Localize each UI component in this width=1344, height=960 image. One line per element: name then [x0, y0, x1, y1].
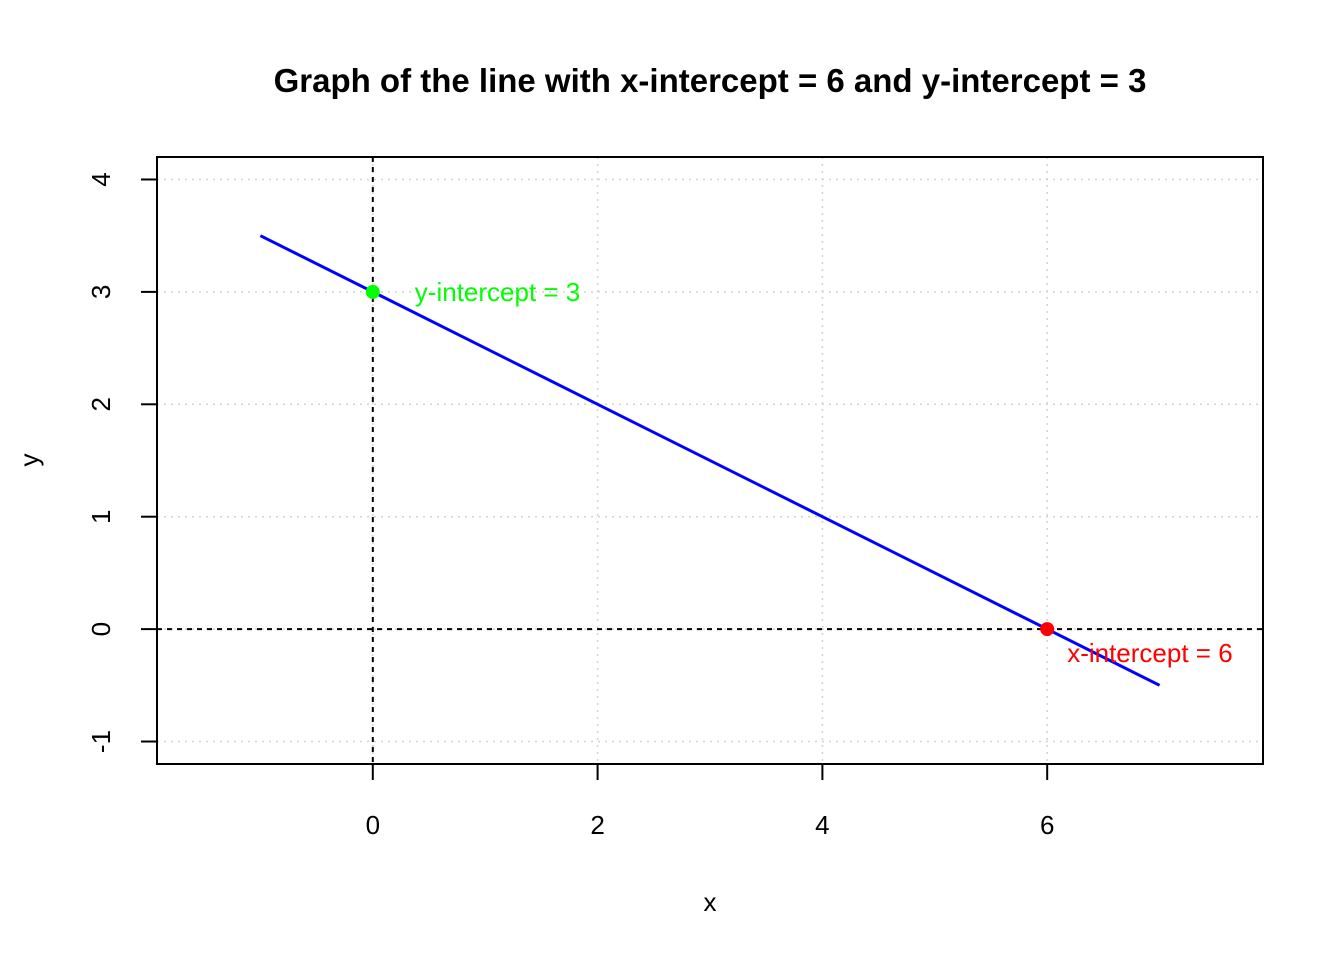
x-tick-label: 4 [815, 810, 829, 840]
y-axis-label: y [14, 454, 44, 467]
x-intercept-label: x-intercept = 6 [1067, 638, 1232, 668]
point-annotations: y-intercept = 3 x-intercept = 6 [415, 277, 1233, 668]
series-line [259, 234, 1161, 687]
y-tick-label: 4 [86, 172, 116, 186]
plot-frame [156, 156, 1264, 765]
x-tick-label: 6 [1040, 810, 1054, 840]
y-tick-label: -1 [86, 730, 116, 753]
x-axis: 0 2 4 6 [366, 764, 1054, 840]
intercept-points [365, 284, 1055, 637]
chart-title: Graph of the line with x-intercept = 6 a… [274, 62, 1147, 99]
y-tick-label: 2 [86, 397, 116, 411]
x-intercept-point [1040, 622, 1055, 637]
x-axis-label: x [704, 887, 717, 917]
y-tick-label: 3 [86, 285, 116, 299]
x-tick-label: 2 [590, 810, 604, 840]
y-intercept-point [365, 284, 380, 299]
y-tick-label: 0 [86, 622, 116, 636]
y-axis: -1 0 1 2 3 4 [86, 172, 157, 753]
y-intercept-label: y-intercept = 3 [415, 277, 580, 307]
x-tick-label: 0 [366, 810, 380, 840]
reference-lines [157, 157, 1263, 764]
series-lines [259, 234, 1161, 687]
y-tick-label: 1 [86, 509, 116, 523]
